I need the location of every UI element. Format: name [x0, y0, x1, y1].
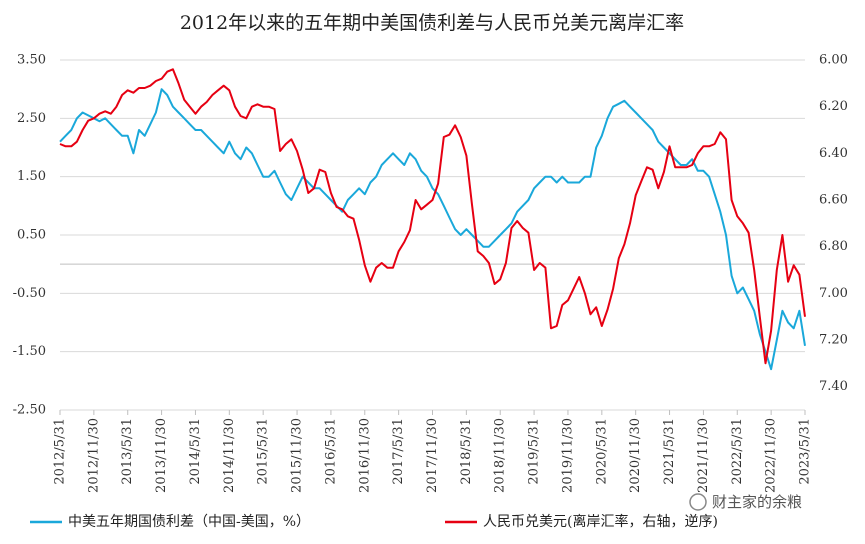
y-tick-label: 0.50 — [17, 228, 46, 243]
x-tick-label: 2018/5/31 — [459, 418, 474, 485]
x-tick-label: 2021/5/31 — [662, 418, 677, 485]
x-tick-label: 2022/11/30 — [764, 418, 779, 493]
x-tick-label: 2012/11/30 — [86, 418, 101, 493]
x-tick-label: 2013/5/31 — [120, 418, 135, 485]
y2-tick-label: 6.60 — [819, 193, 848, 208]
y-tick-label: 1.50 — [17, 169, 46, 184]
y2-tick-label: 7.40 — [819, 379, 848, 394]
x-tick-label: 2020/11/30 — [628, 418, 643, 493]
y2-tick-label: 6.00 — [819, 53, 848, 68]
y-tick-label: 3.50 — [17, 53, 46, 68]
x-tick-label: 2023/5/31 — [798, 418, 813, 485]
series-line — [59, 88, 806, 371]
legend-item: 中美五年期国债利差（中国-美国，%） — [30, 514, 310, 530]
legend-label: 人民币兑美元(离岸汇率，右轴，逆序) — [483, 513, 718, 530]
x-tick-label: 2020/5/31 — [594, 418, 609, 485]
x-tick-label: 2019/11/30 — [560, 418, 575, 493]
watermark: 财主家的余粮 — [689, 493, 802, 511]
x-tick-label: 2014/5/31 — [188, 418, 203, 485]
watermark-icon — [689, 493, 707, 511]
x-tick-label: 2013/11/30 — [154, 418, 169, 493]
y-tick-label: -2.50 — [13, 403, 46, 418]
series-line — [59, 68, 806, 365]
y2-tick-label: 7.00 — [819, 286, 848, 301]
x-tick-label: 2021/11/30 — [696, 418, 711, 493]
x-tick-label: 2015/5/31 — [256, 418, 271, 485]
watermark-text: 财主家的余粮 — [712, 493, 802, 511]
x-tick-label: 2017/5/31 — [391, 418, 406, 485]
legend-label: 中美五年期国债利差（中国-美国，%） — [68, 514, 310, 530]
y2-tick-label: 6.40 — [819, 146, 848, 161]
y-tick-label: 2.50 — [17, 111, 46, 126]
legend-item: 人民币兑美元(离岸汇率，右轴，逆序) — [445, 513, 718, 530]
x-tick-label: 2019/5/31 — [527, 418, 542, 485]
chart-title: 2012年以来的五年期中美国债利差与人民币兑美元离岸汇率 — [180, 12, 684, 34]
x-tick-label: 2022/5/31 — [730, 418, 745, 485]
x-tick-label: 2016/11/30 — [357, 418, 372, 493]
y-tick-label: -1.50 — [13, 344, 46, 359]
x-tick-label: 2015/11/30 — [290, 418, 305, 493]
x-tick-label: 2014/11/30 — [222, 418, 237, 493]
x-tick-label: 2012/5/31 — [53, 418, 68, 485]
y2-tick-label: 7.20 — [819, 333, 848, 348]
y-tick-label: -0.50 — [13, 286, 46, 301]
x-tick-label: 2017/11/30 — [425, 418, 440, 493]
y2-tick-label: 6.80 — [819, 239, 848, 254]
x-tick-label: 2016/5/31 — [323, 418, 338, 485]
x-tick-label: 2018/11/30 — [493, 418, 508, 493]
y2-tick-label: 6.20 — [819, 99, 848, 114]
